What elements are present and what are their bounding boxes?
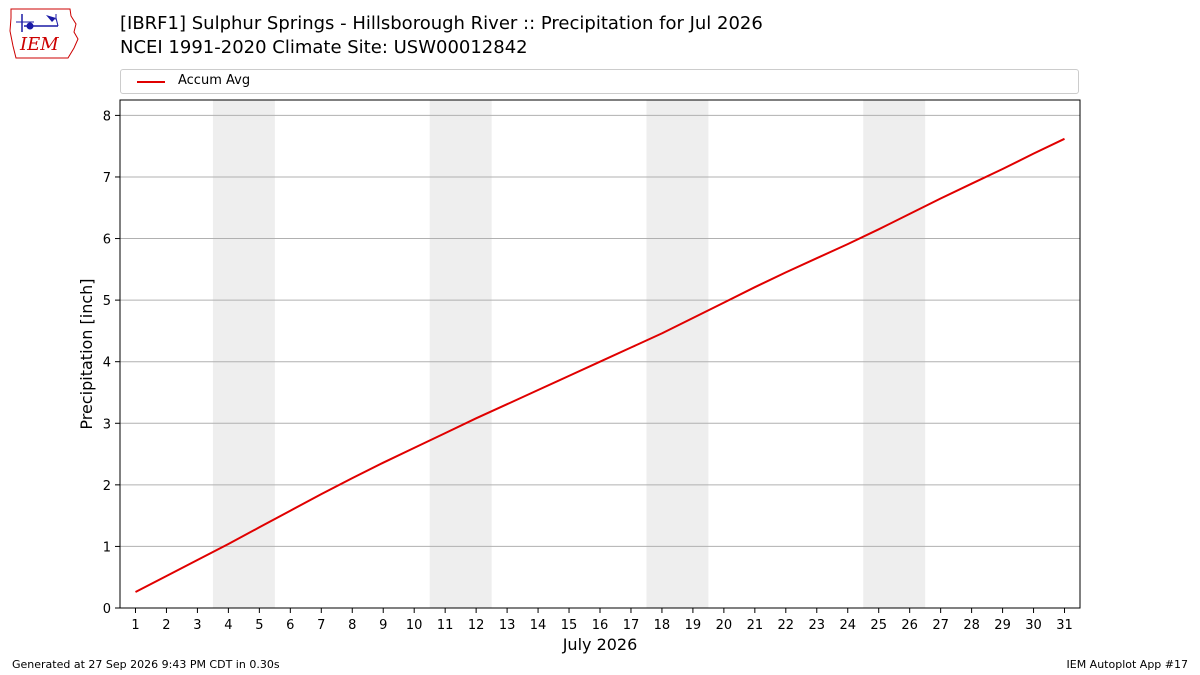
y-gridlines bbox=[120, 114, 1080, 547]
iem-logo-graphic: IEM bbox=[9, 8, 79, 59]
x-tick-label-26: 26 bbox=[901, 618, 918, 633]
legend-label-accum-avg: Accum Avg bbox=[178, 73, 251, 88]
x-tick-label-14: 14 bbox=[530, 618, 547, 633]
y-tick-label-1: 1 bbox=[103, 540, 111, 555]
chart-title: [IBRF1] Sulphur Springs - Hillsborough R… bbox=[120, 13, 763, 34]
chart-subtitle: NCEI 1991-2020 Climate Site: USW00012842 bbox=[120, 37, 528, 58]
x-tick-label-29: 29 bbox=[994, 618, 1011, 633]
y-tick-label-0: 0 bbox=[103, 602, 111, 617]
weekend-band-3 bbox=[863, 100, 926, 608]
x-tick-label-16: 16 bbox=[592, 618, 609, 633]
legend-swatch-accum-avg bbox=[137, 81, 165, 83]
x-tick-label-23: 23 bbox=[809, 618, 826, 633]
x-tick-label-21: 21 bbox=[747, 618, 764, 633]
x-tick-label-13: 13 bbox=[499, 618, 516, 633]
x-tick-label-5: 5 bbox=[255, 618, 263, 633]
weekend-shading bbox=[212, 100, 926, 608]
chart-legend: Accum Avg bbox=[120, 69, 1079, 94]
x-tick-label-15: 15 bbox=[561, 618, 578, 633]
app-label: IEM Autoplot App #17 bbox=[1066, 658, 1189, 671]
x-tick-label-3: 3 bbox=[193, 618, 201, 633]
x-tick-label-6: 6 bbox=[286, 618, 294, 633]
y-tick-label-8: 8 bbox=[103, 109, 111, 124]
weekend-band-1 bbox=[429, 100, 492, 608]
x-tick-label-10: 10 bbox=[406, 618, 423, 633]
generated-timestamp: Generated at 27 Sep 2026 9:43 PM CDT in … bbox=[12, 658, 280, 671]
x-tick-label-28: 28 bbox=[963, 618, 980, 633]
x-tick-label-2: 2 bbox=[162, 618, 170, 633]
x-tick-label-7: 7 bbox=[317, 618, 325, 633]
x-tick-label-19: 19 bbox=[685, 618, 702, 633]
y-ticks: 0 1 2 3 4 5 6 7 8 bbox=[103, 109, 120, 617]
y-tick-label-5: 5 bbox=[103, 294, 111, 309]
x-tick-label-17: 17 bbox=[623, 618, 640, 633]
x-tick-label-11: 11 bbox=[437, 618, 454, 633]
y-tick-label-3: 3 bbox=[103, 417, 111, 432]
x-tick-label-1: 1 bbox=[131, 618, 139, 633]
y-tick-label-2: 2 bbox=[103, 479, 111, 494]
x-tick-label-30: 30 bbox=[1025, 618, 1042, 633]
iem-logo: IEM bbox=[8, 6, 82, 60]
x-tick-label-25: 25 bbox=[870, 618, 887, 633]
x-tick-label-20: 20 bbox=[716, 618, 733, 633]
x-tick-label-22: 22 bbox=[778, 618, 795, 633]
weekend-band-2 bbox=[646, 100, 709, 608]
x-tick-label-24: 24 bbox=[839, 618, 856, 633]
x-tick-label-27: 27 bbox=[932, 618, 949, 633]
y-tick-label-6: 6 bbox=[103, 233, 111, 248]
x-tick-label-18: 18 bbox=[654, 618, 671, 633]
y-tick-label-4: 4 bbox=[103, 356, 111, 371]
logo-text: IEM bbox=[19, 34, 59, 55]
x-tick-label-8: 8 bbox=[348, 618, 356, 633]
x-tick-label-9: 9 bbox=[379, 618, 387, 633]
x-axis-label: July 2026 bbox=[562, 635, 638, 654]
x-tick-label-12: 12 bbox=[468, 618, 485, 633]
x-tick-label-4: 4 bbox=[224, 618, 232, 633]
weekend-band-0 bbox=[212, 100, 275, 608]
x-ticks: 1 2 3 4 5 6 7 8 9 10 11 12 13 14 15 16 17 18 19 20 21 22 23 24 2… bbox=[131, 608, 1073, 633]
series-layer bbox=[135, 137, 1065, 593]
y-tick-label-7: 7 bbox=[103, 171, 111, 186]
y-axis-label: Precipitation [inch] bbox=[77, 278, 96, 429]
x-tick-label-31: 31 bbox=[1056, 618, 1073, 633]
